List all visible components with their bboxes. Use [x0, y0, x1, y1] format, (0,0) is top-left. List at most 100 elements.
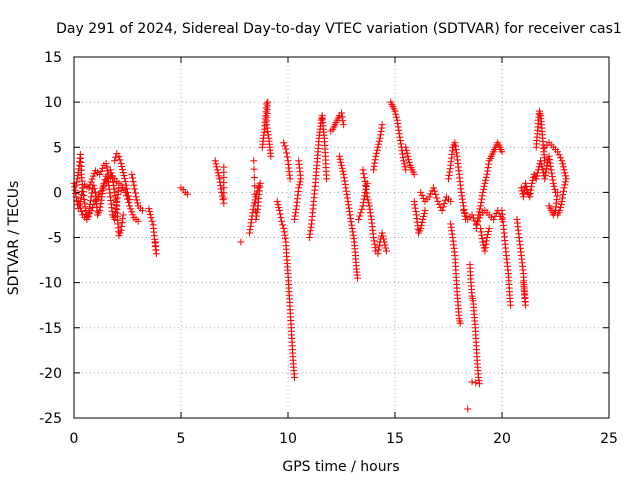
y-tick-label: 10	[44, 95, 62, 111]
data-point	[267, 152, 275, 160]
data-point	[344, 201, 352, 209]
data-point	[348, 221, 356, 229]
data-point	[528, 179, 536, 187]
data-point	[104, 167, 112, 175]
data-point	[451, 142, 459, 150]
data-point	[558, 194, 566, 202]
data-point	[361, 188, 369, 196]
y-tick-label: -20	[39, 366, 62, 382]
data-point	[295, 184, 303, 192]
data-point	[96, 170, 104, 178]
data-point	[545, 152, 553, 160]
data-point	[367, 212, 375, 220]
data-point	[474, 214, 482, 222]
data-point	[86, 209, 94, 217]
data-point	[562, 175, 570, 183]
data-point	[481, 247, 489, 255]
data-point	[468, 378, 476, 386]
data-point	[427, 190, 435, 198]
y-tick-label: 0	[53, 185, 62, 201]
data-point	[125, 192, 133, 200]
data-point	[394, 120, 402, 128]
data-point	[72, 190, 80, 198]
data-point	[420, 194, 428, 202]
data-point	[537, 160, 545, 168]
data-points	[70, 98, 570, 413]
data-point	[307, 223, 315, 231]
data-point	[252, 207, 260, 215]
y-tick-labels: -25 -20 -15 -10 -5 0 5 10 15	[39, 50, 62, 427]
data-point	[533, 172, 541, 180]
data-point	[112, 195, 120, 203]
data-point	[541, 171, 549, 179]
data-point	[381, 241, 389, 249]
data-point	[532, 175, 540, 183]
data-point	[246, 226, 254, 234]
data-point	[108, 172, 116, 180]
data-point	[482, 237, 490, 245]
data-point	[97, 200, 105, 208]
data-point	[526, 193, 534, 201]
data-point	[371, 156, 379, 164]
data-point	[379, 232, 387, 240]
data-point	[281, 235, 289, 243]
data-point	[482, 173, 490, 181]
data-point	[354, 274, 362, 282]
data-point	[281, 142, 289, 150]
data-point	[526, 190, 534, 198]
data-point	[476, 380, 484, 388]
data-point	[375, 137, 383, 145]
data-point	[457, 188, 465, 196]
data-point	[339, 167, 347, 175]
data-point	[73, 175, 81, 183]
data-point	[264, 127, 272, 135]
data-point	[551, 185, 559, 193]
data-point	[148, 217, 156, 225]
data-point	[340, 170, 348, 178]
data-point	[111, 157, 119, 165]
data-point	[447, 220, 455, 228]
data-point	[405, 158, 413, 166]
data-point	[372, 149, 380, 157]
data-point	[88, 175, 96, 183]
data-point	[440, 200, 448, 208]
y-tick-label: -25	[39, 411, 62, 427]
data-point	[133, 199, 141, 207]
data-point	[520, 190, 528, 198]
data-point	[561, 181, 569, 189]
data-point	[392, 113, 400, 121]
data-point	[107, 169, 115, 177]
data-point	[394, 123, 402, 131]
data-point	[97, 167, 105, 175]
data-point	[121, 178, 129, 186]
data-point	[106, 166, 114, 174]
data-point	[282, 145, 290, 153]
data-point	[477, 228, 485, 236]
data-point	[79, 188, 87, 196]
data-point	[121, 175, 129, 183]
data-point	[558, 157, 566, 165]
data-point	[338, 164, 346, 172]
data-point	[448, 230, 456, 238]
data-point	[482, 176, 490, 184]
data-point	[391, 107, 399, 115]
data-point	[365, 199, 373, 207]
data-point	[124, 188, 131, 196]
data-point	[253, 209, 261, 217]
data-point	[547, 166, 555, 174]
data-point	[478, 192, 486, 200]
data-point	[283, 153, 291, 161]
data-point	[370, 162, 378, 170]
data-point	[275, 206, 283, 214]
data-point	[341, 180, 349, 188]
data-point	[482, 240, 490, 248]
data-point	[410, 197, 418, 205]
data-point	[478, 235, 486, 243]
data-point	[477, 199, 485, 207]
data-point	[90, 200, 98, 208]
data-point	[370, 237, 378, 245]
plot-frame	[73, 56, 610, 419]
data-point	[485, 224, 493, 232]
data-point	[559, 191, 567, 199]
data-point	[97, 196, 105, 204]
